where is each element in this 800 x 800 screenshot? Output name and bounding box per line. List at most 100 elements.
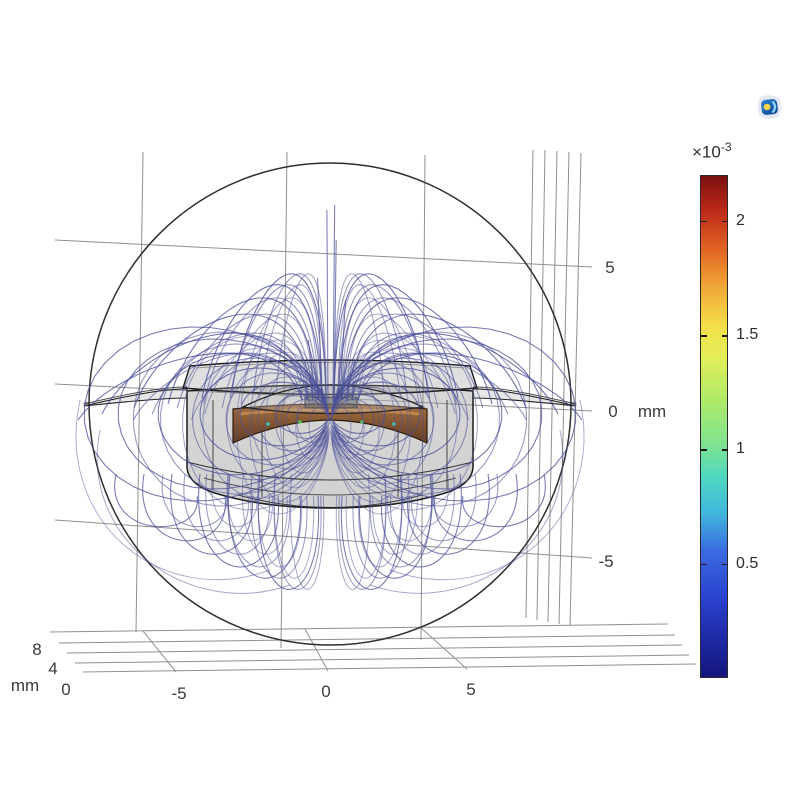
grid-hline-zm5 (54, 519, 593, 559)
streamline (345, 359, 356, 403)
pot-foot-ring (237, 494, 423, 509)
colorbar-tick-mark (722, 563, 728, 566)
colorbar-tick-label: 1 (736, 440, 745, 458)
streamline (202, 347, 328, 499)
streamline (253, 273, 327, 401)
streamline (259, 284, 323, 401)
colorbar-exp-base: ×10 (692, 142, 721, 162)
streamline (226, 361, 329, 485)
colorbar-tick-mark (701, 220, 707, 223)
voice-coil-highlight (239, 408, 421, 416)
z-tick-0: 0 (608, 402, 617, 421)
streamline (402, 473, 449, 528)
streamline (329, 407, 352, 447)
colorbar-tick-mark (701, 449, 707, 451)
streamline (317, 277, 323, 403)
streamline (274, 394, 330, 434)
streamline (357, 352, 583, 421)
streamline (332, 347, 458, 499)
streamline (407, 473, 490, 555)
streamline (462, 473, 546, 528)
streamline (298, 389, 311, 403)
streamline (331, 386, 403, 452)
streamline (390, 473, 455, 555)
streamline (296, 403, 330, 443)
streamline (307, 339, 317, 403)
streamline (333, 273, 407, 401)
streamline (372, 473, 419, 555)
streamline (369, 429, 564, 594)
streamline (369, 473, 433, 568)
streamline (333, 239, 337, 403)
floor-diagonal (419, 626, 468, 670)
streamline (346, 313, 527, 409)
streamline (231, 273, 327, 401)
streamline (357, 473, 403, 568)
streamline (132, 352, 303, 421)
colorbar-tick-mark (722, 449, 728, 451)
streamline (411, 473, 477, 542)
colorbar-tick-label: 1.5 (736, 326, 759, 344)
streamline (330, 394, 365, 460)
streamline (340, 473, 403, 590)
colorbar-tick-mark (701, 335, 707, 337)
surround-right-edge (472, 386, 577, 405)
x-tick-m5: -5 (171, 684, 186, 703)
streamline (236, 339, 329, 515)
streamline (357, 352, 528, 421)
streamline (211, 473, 258, 528)
streamline (142, 473, 226, 542)
streamline (227, 473, 291, 568)
streamline (273, 473, 322, 590)
magnetic-streamlines (75, 204, 585, 594)
streamline (346, 313, 484, 409)
floor-diagonal (304, 628, 329, 672)
streamline (117, 338, 327, 490)
y-tick-4: 4 (48, 659, 57, 678)
streamline (345, 473, 387, 579)
floor-line (74, 654, 690, 664)
streamline (337, 284, 459, 401)
streamline (77, 352, 303, 421)
colorbar: ×10-3 2 1.5 1 0.5 (692, 140, 798, 700)
y-tick-8: 8 (32, 640, 41, 659)
streamline (346, 313, 439, 409)
streamline (351, 332, 456, 415)
z-tick-5: 5 (605, 258, 614, 277)
streamline (280, 380, 330, 474)
colorbar-tick-label: 2 (736, 211, 745, 229)
x-tick-0: 0 (321, 682, 330, 701)
streamline (204, 332, 309, 415)
z-tick-m5: -5 (598, 552, 613, 571)
streamline (331, 339, 424, 515)
colorbar-tick-label: 0.5 (736, 554, 759, 572)
streamline (338, 473, 387, 590)
streamline (332, 357, 468, 481)
streamline (341, 297, 493, 405)
streamline (434, 473, 518, 542)
streamline (326, 209, 329, 403)
streamline (201, 284, 323, 401)
streamline (199, 367, 328, 461)
floor-line (82, 663, 697, 673)
streamline (228, 473, 301, 579)
comsol-logo-icon[interactable] (756, 94, 783, 121)
streamline (190, 352, 303, 421)
streamline (433, 473, 499, 528)
streamline (198, 473, 279, 568)
streamline (183, 473, 249, 542)
streamline (351, 332, 559, 415)
streamline (389, 399, 585, 581)
y-tick-0: 0 (61, 680, 70, 699)
streamline (182, 335, 328, 511)
streamline (295, 394, 330, 460)
floor-line (66, 644, 683, 654)
pot-bottom-edge (186, 461, 474, 481)
grid-hline-z5 (54, 239, 593, 268)
streamline (161, 473, 227, 528)
speaker-driver (83, 359, 577, 509)
streamline (330, 394, 386, 434)
wall-vline (569, 152, 582, 627)
